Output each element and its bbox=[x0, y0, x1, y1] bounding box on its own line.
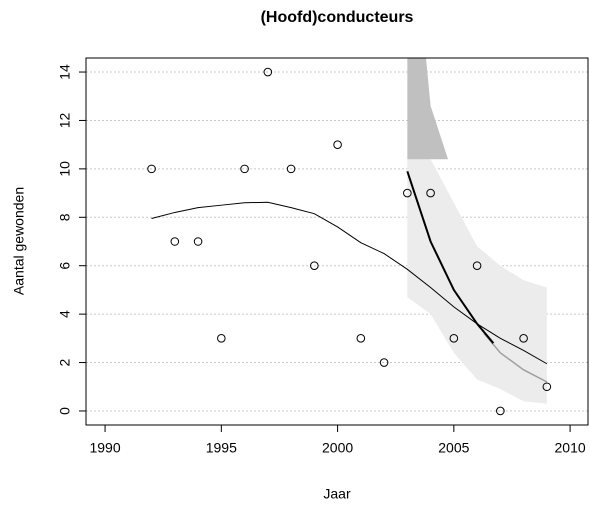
y-tick-label: 14 bbox=[57, 64, 73, 80]
data-point bbox=[403, 188, 412, 198]
y-tick-label: 10 bbox=[57, 161, 73, 177]
confidence-band bbox=[407, 58, 449, 160]
y-tick-label: 2 bbox=[57, 358, 73, 366]
y-tick-label: 8 bbox=[57, 213, 73, 221]
x-tick-label: 2005 bbox=[438, 440, 469, 456]
x-tick-label: 2010 bbox=[555, 440, 586, 456]
data-point bbox=[496, 406, 505, 416]
data-point bbox=[170, 237, 180, 246]
y-tick-label: 4 bbox=[57, 310, 73, 318]
trend-line bbox=[406, 170, 495, 344]
data-point bbox=[217, 334, 226, 343]
data-point bbox=[356, 334, 366, 343]
data-point bbox=[519, 334, 528, 343]
data-point bbox=[472, 261, 482, 271]
data-point bbox=[147, 164, 156, 174]
data-point bbox=[426, 188, 435, 198]
data-point bbox=[263, 67, 273, 77]
x-tick-label: 2000 bbox=[322, 440, 353, 456]
data-point bbox=[542, 382, 552, 392]
x-tick-label: 1995 bbox=[206, 440, 237, 456]
y-tick-label: 6 bbox=[57, 262, 73, 270]
x-tick-label: 1990 bbox=[89, 440, 120, 456]
chart-title: (Hoofd)conducteurs bbox=[261, 9, 414, 26]
y-tick-label: 12 bbox=[57, 112, 73, 128]
data-point bbox=[193, 237, 203, 246]
data-point bbox=[310, 261, 319, 271]
x-axis-label: Jaar bbox=[323, 486, 351, 502]
y-axis-label: Aantal gewonden bbox=[11, 187, 27, 295]
data-point bbox=[240, 164, 249, 174]
confidence-band bbox=[407, 159, 547, 404]
y-tick-label: 0 bbox=[57, 407, 73, 415]
plot-frame bbox=[85, 57, 589, 426]
trend-line bbox=[151, 201, 548, 365]
plot-area bbox=[86, 58, 588, 416]
data-point bbox=[379, 358, 389, 367]
data-point bbox=[286, 164, 296, 174]
data-point bbox=[449, 334, 459, 343]
data-point bbox=[333, 140, 342, 149]
